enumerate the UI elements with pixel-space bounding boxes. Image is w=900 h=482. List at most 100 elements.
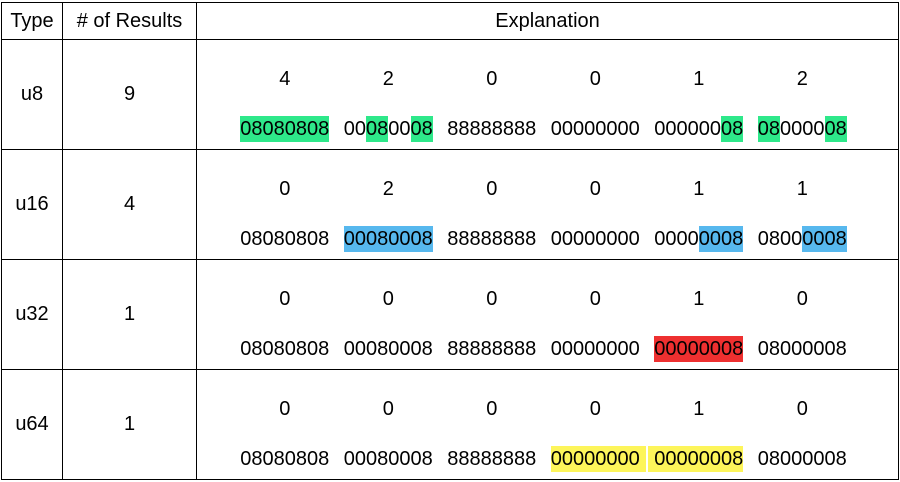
count: 2 bbox=[382, 68, 394, 90]
count: 1 bbox=[796, 178, 808, 200]
count: 2 bbox=[382, 178, 394, 200]
segment: 000000 bbox=[654, 118, 721, 140]
hex-word: 88888888 bbox=[440, 446, 544, 472]
results-cell: 4 bbox=[62, 149, 197, 260]
segment: 00000000 bbox=[550, 228, 640, 250]
segment: 88888888 bbox=[447, 338, 537, 360]
highlighted-segment: 08 bbox=[721, 116, 744, 142]
results-cell: 9 bbox=[62, 39, 197, 150]
segment: 88888888 bbox=[447, 118, 537, 140]
segment: 00 bbox=[343, 118, 366, 140]
count: 0 bbox=[486, 398, 498, 420]
hex-word: 08080808 bbox=[233, 116, 337, 142]
type-cell: u16 bbox=[1, 149, 63, 260]
segment: 00 bbox=[388, 118, 411, 140]
word-count: 0 bbox=[233, 288, 337, 311]
results-cell: 1 bbox=[62, 369, 197, 480]
hex-word: 00000000 bbox=[544, 336, 648, 362]
explanation: 0 0 0 0 1 0 08080808 00080008 88888888 00000000 00… bbox=[197, 370, 898, 479]
segment: 08080808 bbox=[240, 338, 330, 360]
hex-word: 00080008 bbox=[337, 446, 441, 472]
word-count: 0 bbox=[233, 398, 337, 421]
word-count: 0 bbox=[544, 288, 648, 311]
segment: 00080008 bbox=[343, 448, 433, 470]
count: 1 bbox=[693, 178, 705, 200]
segment: 88888888 bbox=[447, 448, 537, 470]
word-count: 0 bbox=[544, 398, 648, 421]
table-body: u8 9 4 2 0 0 1 2 08080808 00 08 00 08 88888888 0000000… bbox=[1, 39, 899, 480]
segment: 00000000 bbox=[550, 338, 640, 360]
word-count: 0 bbox=[440, 288, 544, 311]
word-count: 0 bbox=[751, 398, 855, 421]
highlighted-segment: 00000008 bbox=[648, 446, 744, 472]
hex-word: 88888888 bbox=[440, 226, 544, 252]
segment: 00000000 bbox=[550, 118, 640, 140]
explanation: 4 2 0 0 1 2 08080808 00 08 00 08 88888888 00000000 00… bbox=[197, 40, 898, 149]
word-count: 1 bbox=[647, 288, 751, 311]
highlighted-segment: 00000008 bbox=[654, 336, 744, 362]
results-cell: 1 bbox=[62, 259, 197, 370]
segment: 0000 bbox=[780, 118, 825, 140]
hex-word: 00000000 bbox=[544, 446, 648, 472]
segment: 08080808 bbox=[240, 228, 330, 250]
hex-word: 00000000 bbox=[544, 226, 648, 252]
highlighted-segment: 0008 bbox=[698, 226, 744, 252]
table-row: u16 4 0 2 0 0 1 1 08080808 00080008 88888888 000000… bbox=[1, 149, 899, 260]
word-count: 1 bbox=[647, 178, 751, 201]
count: 0 bbox=[486, 68, 498, 90]
header-cell: # of Results bbox=[62, 2, 197, 40]
word-count: 1 bbox=[647, 68, 751, 91]
table-row: u32 1 0 0 0 0 1 0 08080808 00080008 88888888 000000… bbox=[1, 259, 899, 370]
count: 0 bbox=[279, 398, 291, 420]
highlighted-segment: 08 bbox=[757, 116, 780, 142]
highlighted-segment: 0008 bbox=[802, 226, 847, 252]
word-count: 0 bbox=[751, 288, 855, 311]
hex-word: 08080808 bbox=[233, 446, 337, 472]
hex-word: 00000008 bbox=[647, 446, 751, 472]
count: 0 bbox=[279, 178, 291, 200]
table-row: u64 1 0 0 0 0 1 0 08080808 00080008 88888888 000000… bbox=[1, 369, 899, 480]
word-count: 4 bbox=[233, 68, 337, 91]
word-count: 0 bbox=[233, 178, 337, 201]
count: 4 bbox=[279, 68, 291, 90]
hex-word: 08000008 bbox=[751, 336, 855, 362]
hex-word: 00080008 bbox=[337, 226, 441, 252]
count-line: 0 2 0 0 1 1 bbox=[233, 178, 854, 201]
highlighted-segment: 08 bbox=[824, 116, 847, 142]
word-count: 0 bbox=[544, 178, 648, 201]
highlighted-segment: 08080808 bbox=[240, 116, 330, 142]
explanation-cell: 0 2 0 0 1 1 08080808 00080008 88888888 00000000 00… bbox=[196, 149, 899, 260]
word-count: 0 bbox=[544, 68, 648, 91]
explanation: 0 2 0 0 1 1 08080808 00080008 88888888 00000000 00… bbox=[197, 150, 898, 259]
hex-word: 08080808 bbox=[233, 226, 337, 252]
word-count: 2 bbox=[751, 68, 855, 91]
hex-word: 08000008 bbox=[751, 446, 855, 472]
word-count: 0 bbox=[440, 178, 544, 201]
count: 0 bbox=[279, 288, 291, 310]
segment: 0800 bbox=[757, 228, 803, 250]
segment: 88888888 bbox=[447, 228, 537, 250]
explanation-cell: 0 0 0 0 1 0 08080808 00080008 88888888 00000000 00… bbox=[196, 259, 899, 370]
count: 0 bbox=[382, 288, 394, 310]
count-line: 4 2 0 0 1 2 bbox=[233, 68, 854, 91]
count-line: 0 0 0 0 1 0 bbox=[233, 398, 854, 421]
word-count: 1 bbox=[647, 398, 751, 421]
header-cell: Explanation bbox=[196, 2, 899, 40]
count: 0 bbox=[589, 68, 601, 90]
count: 0 bbox=[589, 288, 601, 310]
explanation-cell: 4 2 0 0 1 2 08080808 00 08 00 08 88888888 00000000 00… bbox=[196, 39, 899, 150]
word-count: 0 bbox=[337, 288, 441, 311]
table-row: u8 9 4 2 0 0 1 2 08080808 00 08 00 08 88888888 0000000… bbox=[1, 39, 899, 150]
count: 1 bbox=[693, 68, 705, 90]
type-cell: u8 bbox=[1, 39, 63, 150]
header-cell: Type bbox=[1, 2, 63, 40]
count: 1 bbox=[693, 288, 705, 310]
